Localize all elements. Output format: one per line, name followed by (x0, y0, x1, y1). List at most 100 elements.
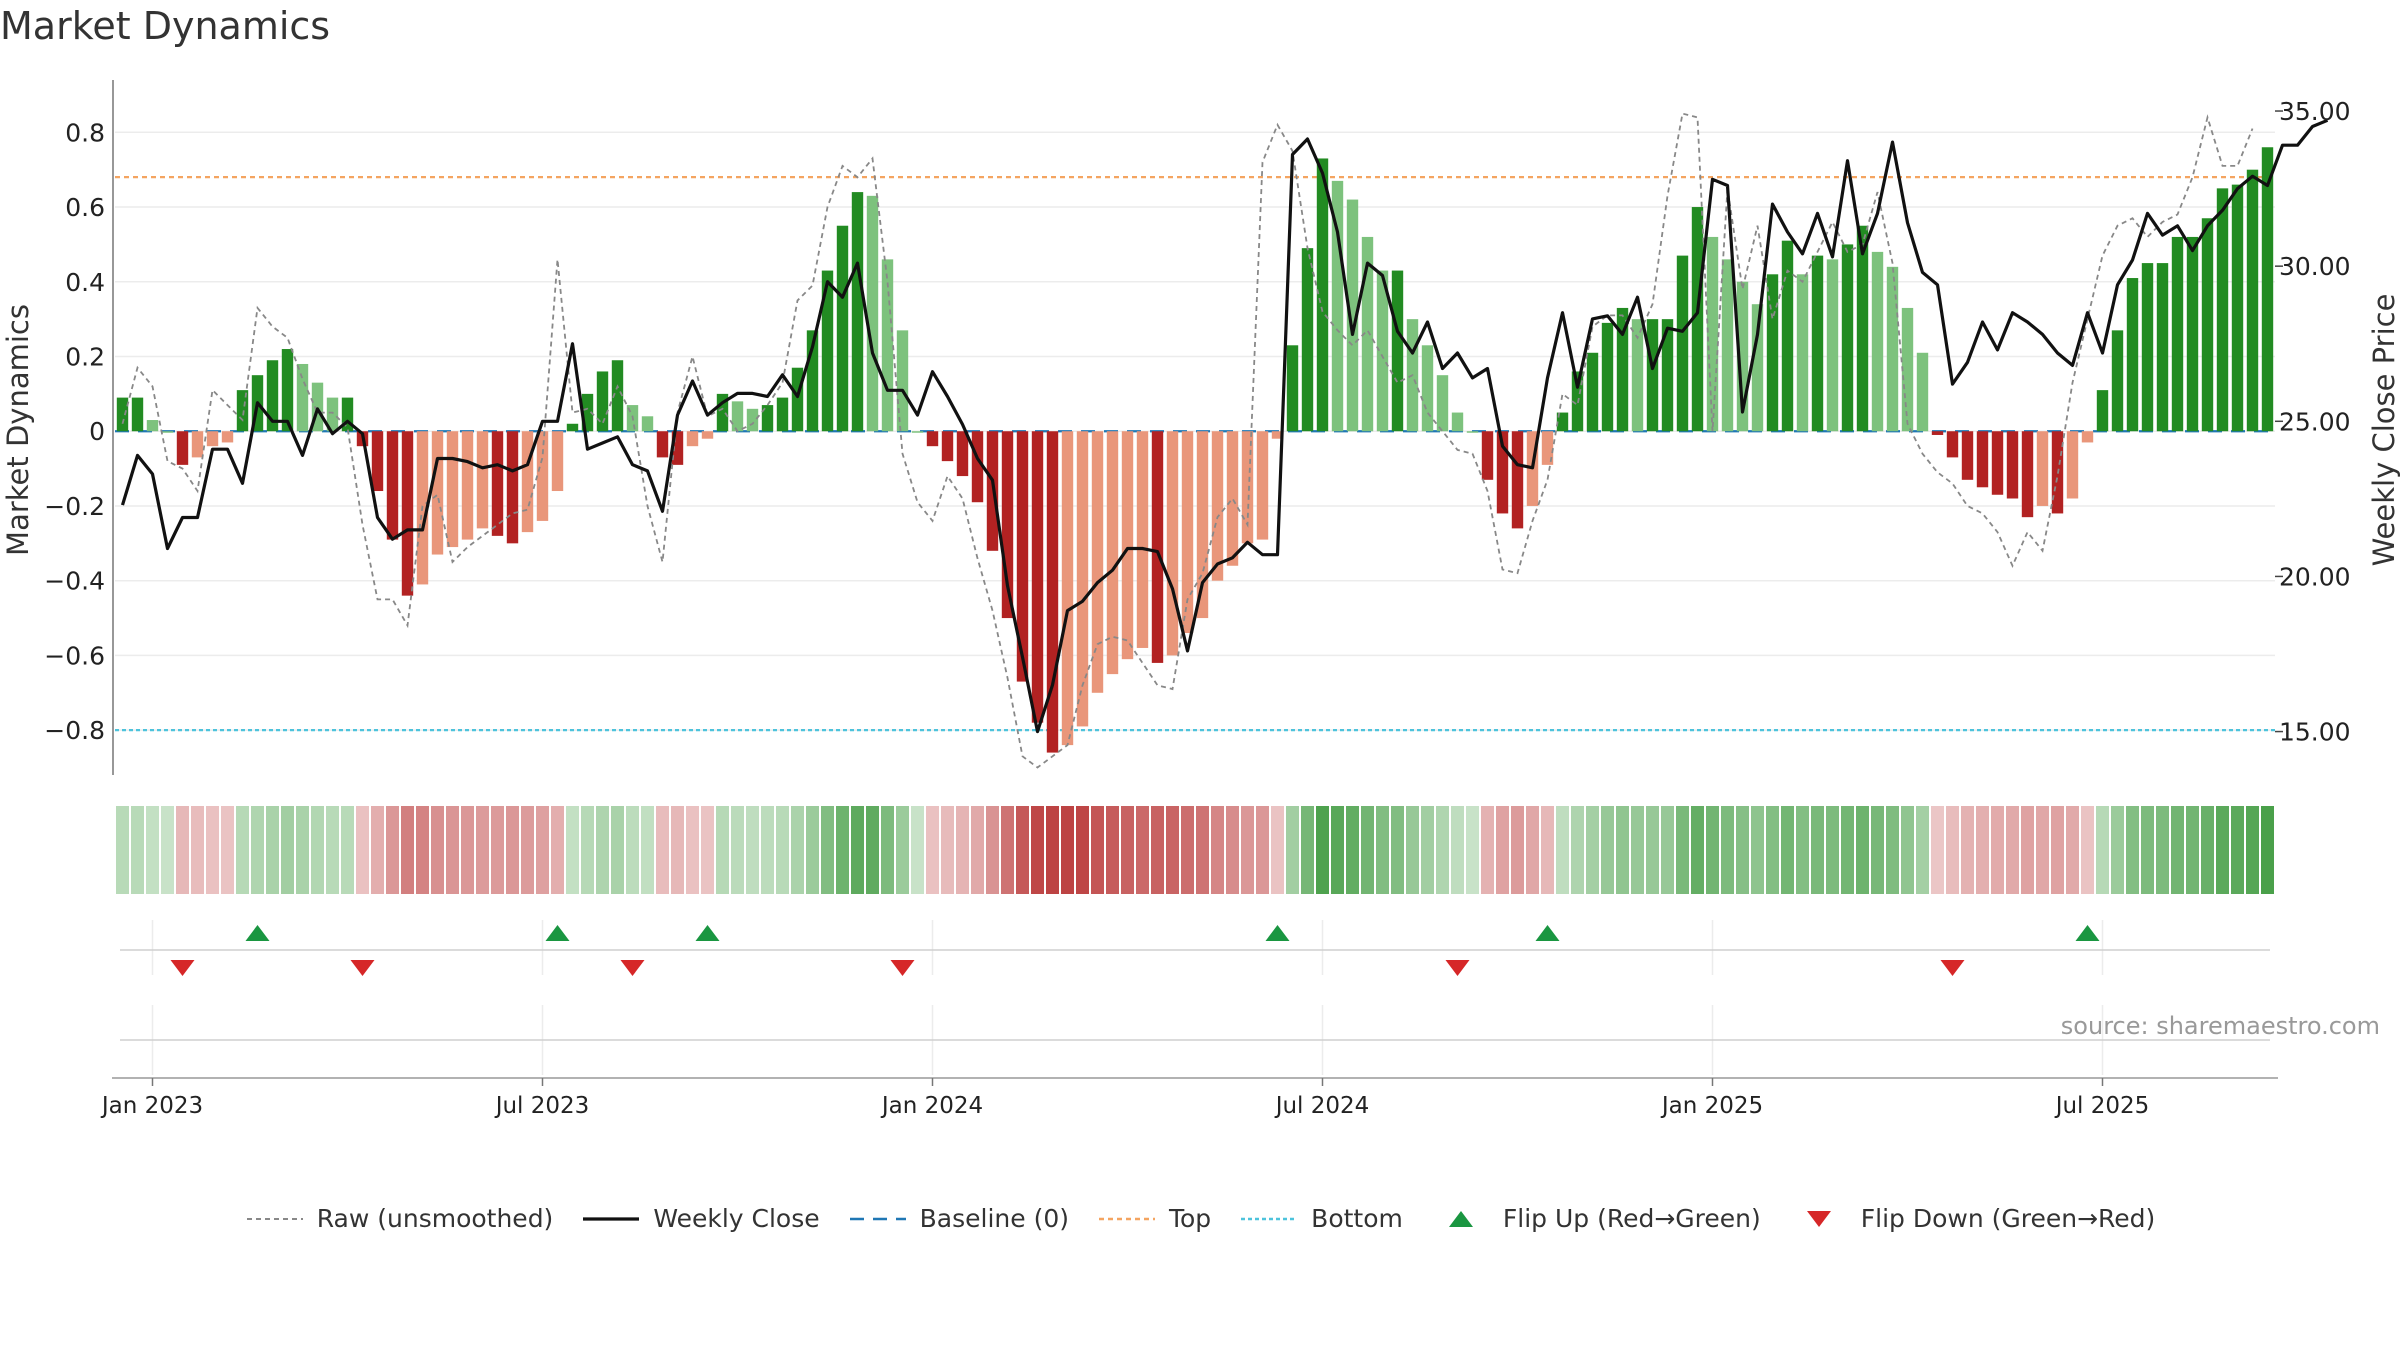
strip-cell (2126, 806, 2139, 894)
y2-tick-label: 25.00 (2279, 407, 2351, 436)
legend-swatch (849, 1217, 906, 1220)
bar (671, 431, 684, 465)
bar (2231, 184, 2244, 432)
bar (821, 270, 834, 432)
bar (1661, 319, 1674, 432)
strip-cell (641, 806, 654, 894)
strip-cell (1091, 806, 1104, 894)
bar (1961, 431, 1974, 480)
bar (2261, 147, 2274, 432)
flip-down-marker (620, 960, 645, 976)
axes: −0.8 −0.6 −0.4 −0.2 0 0.2 0.4 0.6 0.8 15.00 20.00 2… (44, 80, 2351, 1119)
strip-cell (461, 806, 474, 894)
strip-cell (836, 806, 849, 894)
strip-cell (2156, 806, 2169, 894)
bar (2036, 431, 2049, 506)
strip-cell (521, 806, 534, 894)
bar (731, 401, 744, 432)
empty-panel (112, 1039, 2278, 1079)
raw-series (121, 112, 2254, 769)
strip-cell (1886, 806, 1899, 894)
strip-cell (866, 806, 879, 894)
bar (656, 431, 669, 458)
bar (1316, 158, 1329, 432)
bar (851, 192, 864, 432)
x-tick-label: Jan 2025 (1660, 1093, 1763, 1119)
bar (1166, 431, 1179, 656)
strip-cell (1016, 806, 1029, 894)
strip-cell (896, 806, 909, 894)
bar (1751, 304, 1764, 432)
strip-cell (1511, 806, 1524, 894)
bar (1706, 236, 1719, 432)
bar (1796, 274, 1809, 432)
bar (1766, 274, 1779, 432)
bar (2126, 278, 2139, 432)
bar (1676, 255, 1689, 432)
strip-cell (1466, 806, 1479, 894)
strip-cell (1001, 806, 1014, 894)
y2-tick-label: 20.00 (2279, 562, 2351, 591)
strip-cell (956, 806, 969, 894)
bar (1361, 236, 1374, 432)
bar (1106, 431, 1119, 675)
bar (1886, 266, 1899, 432)
flip-markers-panel (120, 925, 2270, 976)
strip-cell (401, 806, 414, 894)
bar (1481, 431, 1494, 480)
strip-cell (1601, 806, 1614, 894)
strip-cell (1391, 806, 1404, 894)
strip-cell (2096, 806, 2109, 894)
bar (686, 431, 699, 447)
strip-cell (1196, 806, 1209, 894)
strip-cell (551, 806, 564, 894)
strip-cell (1211, 806, 1224, 894)
bar (581, 393, 594, 432)
strip-cell (1361, 806, 1374, 894)
bar (1331, 180, 1344, 432)
bar (1946, 431, 1959, 458)
legend-label: Flip Down (Green→Red) (1860, 1204, 2156, 1233)
y2-tick-label: 30.00 (2279, 252, 2351, 281)
strip-cell (1331, 806, 1344, 894)
strip-cell (1151, 806, 1164, 894)
bar (1511, 431, 1524, 529)
strip-cell (791, 806, 804, 894)
bar (881, 259, 894, 432)
strip-cell (236, 806, 249, 894)
bar (2021, 431, 2034, 518)
strip-cell (1031, 806, 1044, 894)
bar (1646, 319, 1659, 432)
bar (956, 431, 969, 477)
strip-cell (1721, 806, 1734, 894)
bar (146, 420, 159, 432)
legend-label: Flip Up (Red→Green) (1502, 1204, 1761, 1233)
bar (1541, 431, 1554, 465)
strip-cell (146, 806, 159, 894)
bar (1616, 307, 1629, 432)
strip-cell (1751, 806, 1764, 894)
bar (611, 360, 624, 432)
close-series (120, 118, 2329, 734)
bar (1061, 431, 1074, 746)
bar (1241, 431, 1254, 544)
strip-cell (686, 806, 699, 894)
bar (341, 397, 354, 432)
strip-cell (536, 806, 549, 894)
x-tick-label: Jan 2024 (880, 1093, 983, 1119)
strip-cell (1316, 806, 1329, 894)
strip-cell (266, 806, 279, 894)
legend-label: Bottom (1311, 1204, 1403, 1233)
legend-item-flip-down: Flip Down (Green→Red) (1789, 1204, 2156, 1233)
bar (1436, 375, 1449, 432)
legend-label: Top (1168, 1204, 1212, 1233)
strip-cell (2066, 806, 2079, 894)
bar (911, 431, 924, 433)
strip-cell (746, 806, 759, 894)
strip-cell (1631, 806, 1644, 894)
strip-cell (2216, 806, 2229, 894)
strip-cell (2081, 806, 2094, 894)
strip-cell (671, 806, 684, 894)
strip-cell (761, 806, 774, 894)
